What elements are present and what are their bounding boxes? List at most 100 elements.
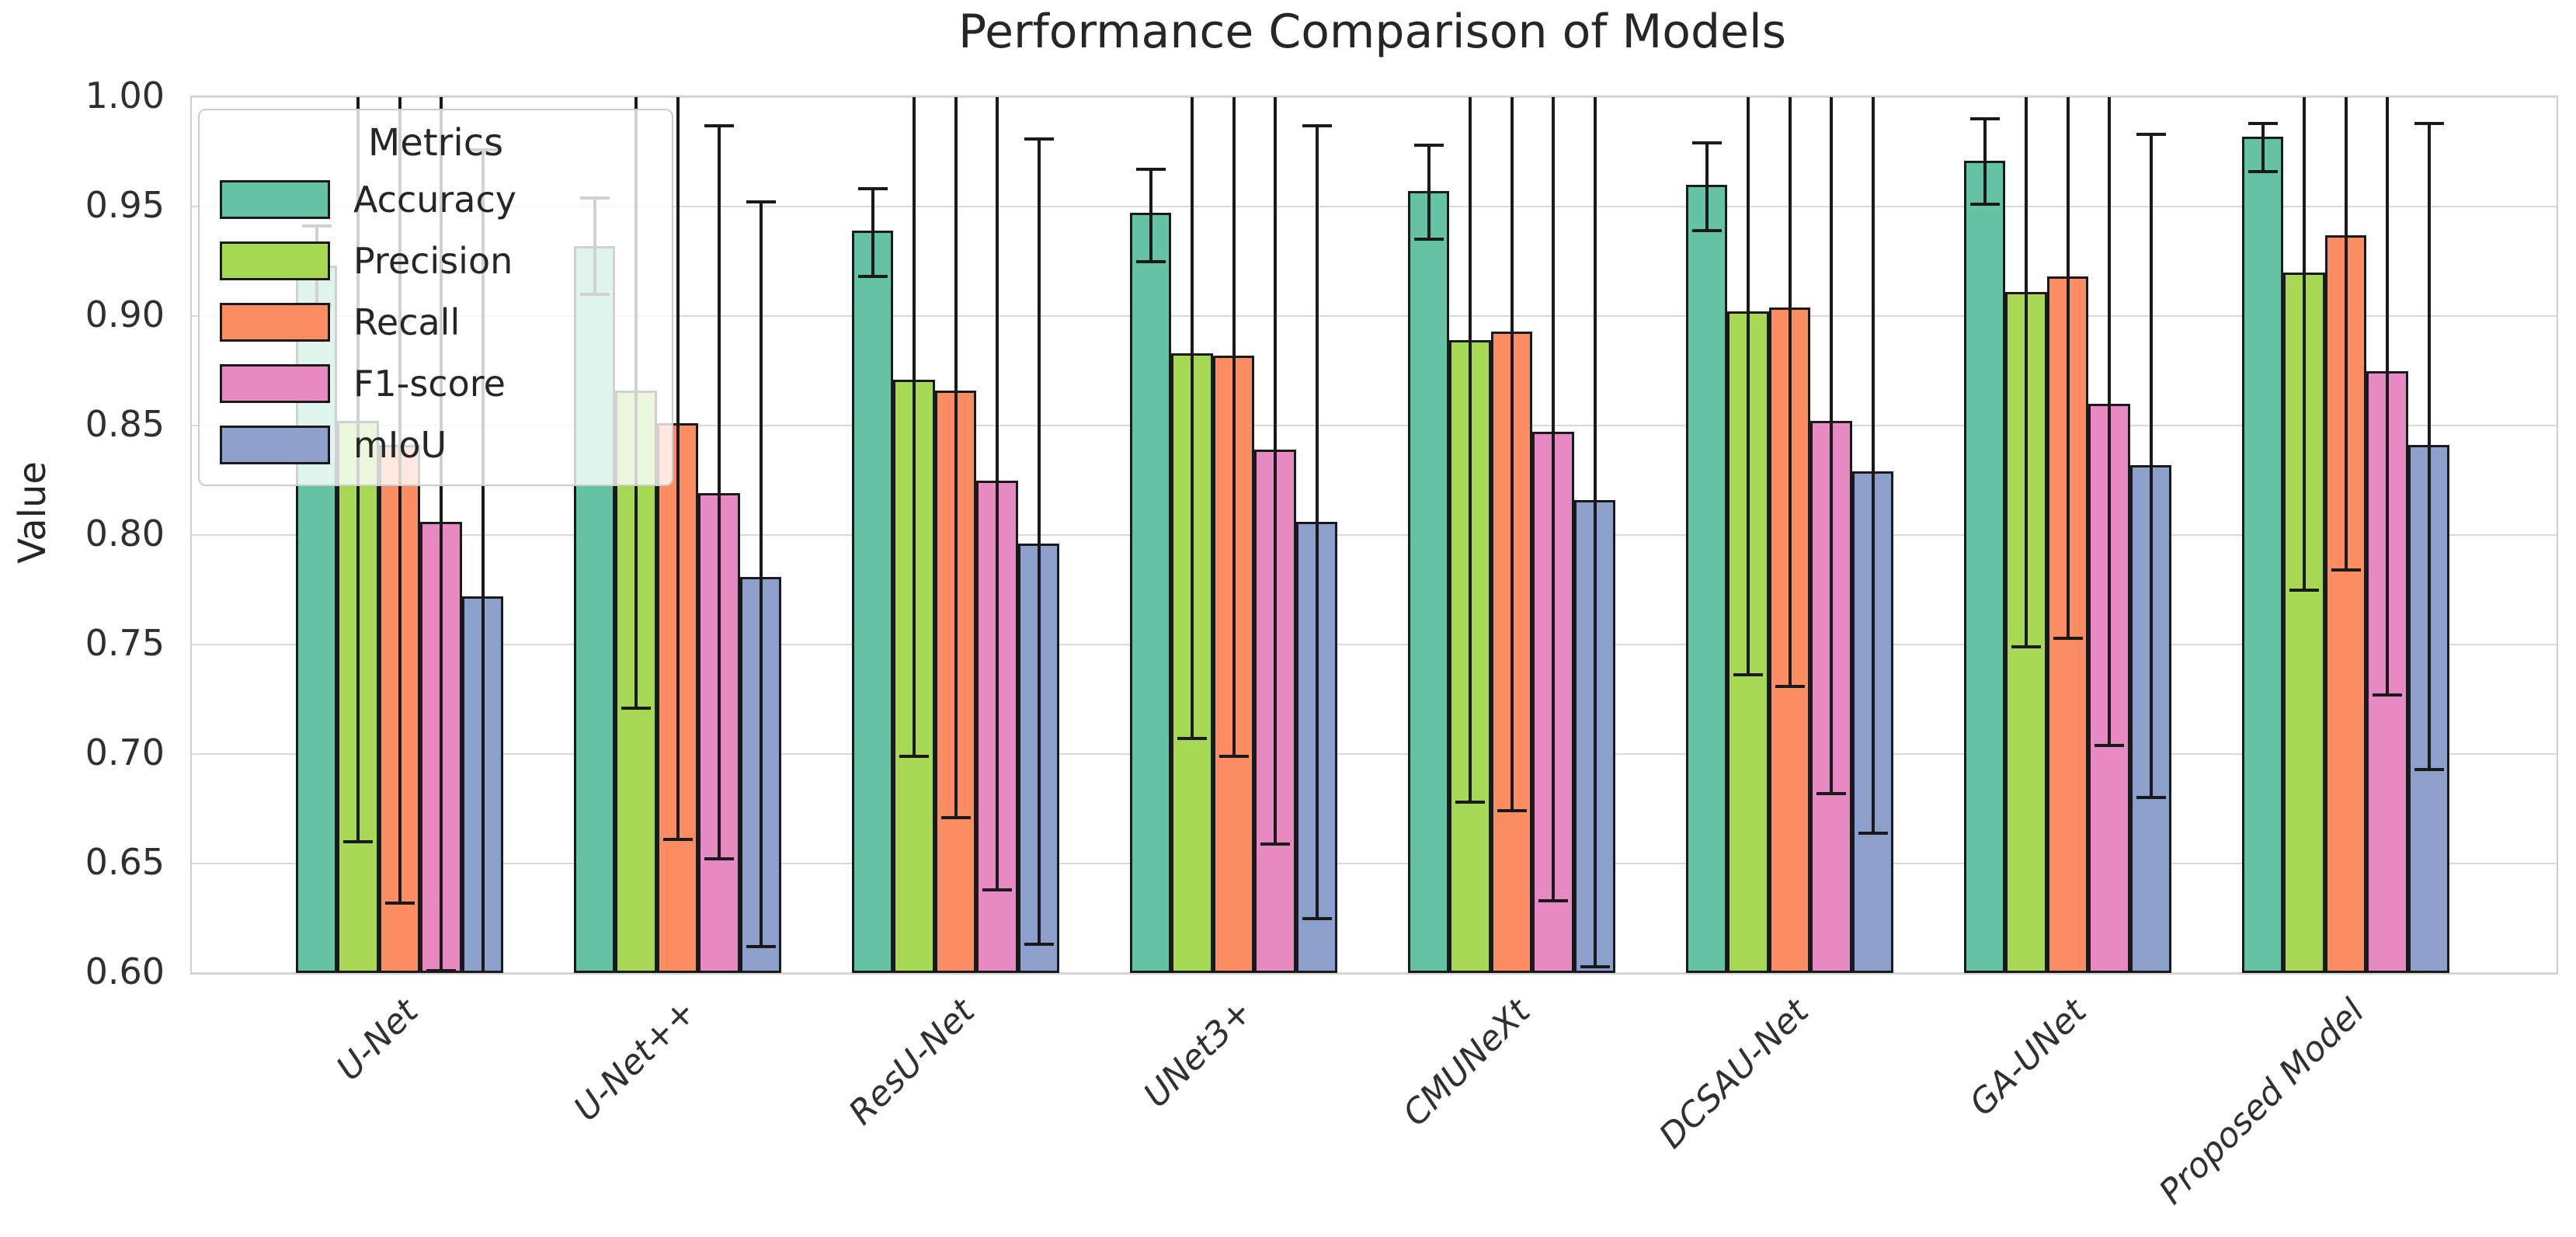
y-tick-label: 0.95: [85, 184, 165, 226]
gridline: [192, 753, 2557, 755]
gridline: [192, 315, 2557, 317]
legend-item-precision: Precision: [220, 240, 652, 282]
error-bar-cap: [1024, 137, 1054, 141]
error-bar: [481, 149, 485, 973]
gridline: [192, 972, 2557, 974]
error-bar-cap: [1775, 684, 1805, 688]
error-bar: [1469, 97, 1472, 803]
error-bar: [1510, 97, 1514, 811]
legend-swatch-icon: [220, 180, 330, 219]
x-tick-label-ga-unet: GA-UNet: [1962, 992, 2095, 1124]
error-bar-cap: [704, 857, 734, 861]
error-bar-cap: [1691, 229, 1722, 233]
error-bar-cap: [662, 837, 693, 841]
gridline: [192, 206, 2557, 207]
error-bar-cap: [2136, 132, 2166, 136]
y-tick-label: 0.60: [85, 950, 165, 992]
error-bar: [996, 97, 999, 890]
legend-items: Accuracy Precision Recall F1-score mIoU: [220, 179, 652, 466]
error-bar: [1747, 97, 1750, 676]
x-tick-label-unet3-: UNet3+: [1136, 992, 1260, 1116]
legend-label: F1-score: [353, 363, 506, 405]
error-bar-cap: [1733, 673, 1763, 677]
error-bar-cap: [1816, 791, 1846, 795]
error-bar-cap: [746, 945, 776, 949]
error-bar-cap: [621, 706, 651, 710]
legend-swatch-icon: [220, 241, 330, 280]
error-bar: [1037, 138, 1041, 945]
error-bar: [1191, 97, 1194, 739]
error-bar: [1593, 97, 1597, 967]
error-bar: [1830, 97, 1833, 794]
gridline: [192, 534, 2557, 536]
error-bar-cap: [1497, 809, 1527, 813]
error-bar: [2261, 123, 2265, 172]
legend-label: mIoU: [353, 424, 447, 466]
error-bar-cap: [1455, 801, 1485, 804]
y-tick-label: 1.00: [85, 75, 165, 116]
error-bar-cap: [899, 754, 929, 758]
bar-accuracy-resu-net: [851, 231, 894, 973]
x-tick-label-u-net-: U-Net++: [566, 992, 704, 1129]
error-bar: [871, 189, 874, 277]
error-bar: [759, 202, 763, 947]
legend-title: Metrics: [367, 121, 504, 165]
error-bar: [2303, 97, 2306, 590]
error-bar-cap: [2011, 645, 2041, 648]
error-bar-cap: [1580, 964, 1610, 968]
bar-accuracy-ga-unet: [1963, 160, 2006, 973]
error-bar-cap: [940, 815, 971, 819]
error-bar-cap: [343, 839, 373, 843]
error-bar: [1788, 97, 1792, 686]
legend-label: Precision: [353, 240, 513, 282]
y-tick-label: 0.90: [85, 294, 165, 335]
error-bar: [2344, 97, 2348, 571]
error-bar: [440, 97, 443, 971]
legend-swatch-icon: [220, 426, 330, 464]
error-bar-cap: [1135, 168, 1166, 172]
error-bar: [2025, 97, 2028, 647]
legend-item-f1-score: F1-score: [220, 363, 652, 405]
legend-swatch-icon: [220, 364, 330, 403]
error-bar-cap: [2095, 743, 2124, 747]
error-bar-cap: [2331, 568, 2361, 572]
error-bar-cap: [2247, 169, 2278, 173]
gridline: [192, 96, 2557, 98]
error-bar-cap: [982, 888, 1012, 891]
error-bar: [1274, 97, 1277, 844]
legend-item-recall: Recall: [220, 301, 652, 343]
error-bar-cap: [1413, 144, 1444, 148]
y-tick-label: 0.70: [85, 731, 165, 773]
x-tick-label-cmunext: CMUNeXt: [1396, 992, 1538, 1134]
error-bar: [676, 97, 680, 839]
error-bar-cap: [1538, 898, 1568, 902]
y-tick-label: 0.75: [85, 622, 165, 664]
error-bar: [398, 97, 402, 903]
error-bar-cap: [2373, 693, 2402, 697]
legend-label: Accuracy: [353, 179, 517, 221]
error-bar-cap: [1969, 203, 2000, 207]
error-bar-cap: [1177, 737, 1207, 741]
error-bar-cap: [1691, 141, 1722, 145]
error-bar: [1871, 97, 1875, 833]
error-bar: [2386, 97, 2389, 695]
error-bar-cap: [1260, 842, 1290, 846]
x-tick-label-resu-net: ResU-Net: [840, 992, 982, 1133]
error-bar-cap: [2289, 588, 2319, 592]
x-tick-label-u-net: U-Net: [329, 992, 426, 1089]
error-bar-cap: [2414, 121, 2444, 125]
legend: Metrics Accuracy Precision Recall F1-score m…: [198, 109, 673, 486]
error-bar-cap: [1858, 831, 1888, 835]
plot-area: [190, 96, 2558, 975]
bar-accuracy-cmunext: [1407, 191, 1450, 973]
y-tick-label: 0.80: [85, 513, 165, 554]
error-bar: [718, 125, 721, 860]
gridline: [192, 425, 2557, 426]
error-bar-cap: [1413, 238, 1444, 241]
error-bar: [1149, 169, 1152, 262]
error-bar: [1552, 97, 1555, 901]
error-bar: [1983, 119, 1987, 205]
bar-accuracy-unet3-: [1129, 213, 1172, 973]
error-bar-cap: [426, 969, 456, 973]
